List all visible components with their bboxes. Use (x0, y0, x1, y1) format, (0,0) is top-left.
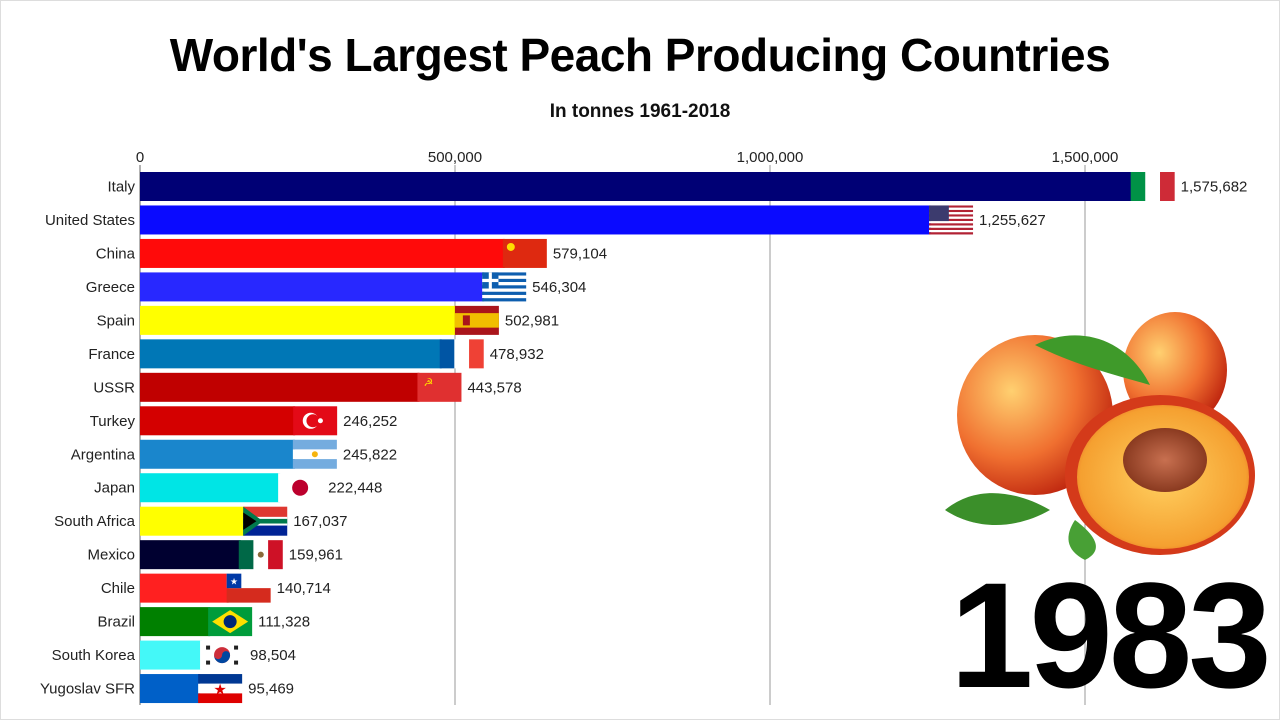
x-tick-label: 0 (136, 149, 144, 166)
bar-category-label: United States (45, 212, 135, 229)
bar-value-label: 1,255,627 (979, 212, 1046, 229)
bar-category-label: Brazil (97, 614, 135, 631)
bar-category-label: Yugoslav SFR (40, 681, 135, 698)
argentina-flag-icon (292, 439, 337, 469)
bar-value-label: 579,104 (553, 245, 607, 262)
svg-text:☭: ☭ (423, 377, 433, 389)
spain-flag-icon (454, 305, 499, 335)
south-africa-flag-icon (243, 506, 288, 536)
x-tick-label: 500,000 (428, 149, 482, 166)
bar-row: Turkey 246,252 (90, 406, 397, 436)
bar-row: South Africa 167,037 (54, 506, 347, 536)
bar-value-label: 546,304 (532, 279, 586, 296)
japan-flag-icon (278, 473, 323, 503)
yugoslavia-flag-icon: ★ (198, 674, 243, 704)
bar-value-label: 222,448 (328, 480, 382, 497)
bar-row: Italy 1,575,682 (107, 172, 1247, 201)
bar-value-label: 246,252 (343, 413, 397, 430)
bar-row: Chile ★ 140,714 (101, 573, 331, 603)
bar-row: Yugoslav SFR ★ 95,469 (40, 674, 294, 704)
bar-category-label: Argentina (71, 446, 136, 463)
italy-flag-icon (1130, 172, 1175, 201)
bar (140, 406, 296, 436)
bar (140, 339, 442, 369)
mexico-flag-icon (238, 540, 283, 570)
bar (140, 238, 505, 268)
bar-value-label: 502,981 (505, 312, 559, 329)
bar-category-label: South Korea (52, 647, 136, 664)
ussr-flag-icon: ☭ (417, 372, 462, 402)
usa-flag-icon (929, 205, 974, 235)
bar-value-label: 98,504 (250, 647, 296, 664)
bar-category-label: USSR (93, 379, 135, 396)
bar-value-label: 1,575,682 (1181, 179, 1248, 196)
bar-value-label: 167,037 (293, 513, 347, 530)
bar (140, 473, 281, 503)
bar-row: Mexico 159,961 (87, 540, 343, 570)
bar-row: Greece 546,304 (86, 272, 586, 302)
bar-row: South Korea 98,504 (52, 640, 296, 670)
bar-row: Japan 222,448 (94, 473, 382, 503)
x-tick-label: 1,000,000 (737, 149, 804, 166)
bar-category-label: Turkey (90, 413, 136, 430)
bar (140, 674, 201, 704)
bar (140, 205, 932, 235)
bar-category-label: Spain (97, 312, 135, 329)
bar-value-label: 443,578 (467, 379, 521, 396)
bar-row: USSR ☭ 443,578 (93, 372, 522, 402)
bar (140, 607, 211, 637)
x-tick-label: 1,500,000 (1052, 149, 1119, 166)
bar (140, 640, 203, 670)
bar (140, 439, 295, 469)
bar-category-label: China (96, 245, 136, 262)
bar (140, 573, 229, 603)
bar-value-label: 140,714 (277, 580, 331, 597)
bar-category-label: Mexico (87, 547, 135, 564)
bar-row: Argentina 245,822 (71, 439, 397, 469)
svg-text:★: ★ (230, 577, 238, 587)
turkey-flag-icon (293, 406, 338, 436)
bar-value-label: 95,469 (248, 681, 294, 698)
bar-category-label: Greece (86, 279, 135, 296)
bar-value-label: 111,328 (258, 614, 310, 631)
chile-flag-icon: ★ (226, 573, 271, 603)
south-korea-flag-icon (200, 640, 245, 670)
bar-row: United States 1,255,627 (45, 205, 1046, 235)
peach-image (945, 312, 1255, 560)
svg-text:★: ★ (213, 682, 226, 699)
bar-value-label: 245,822 (343, 446, 397, 463)
bar-category-label: Italy (107, 179, 135, 196)
bar (140, 372, 420, 402)
bar (140, 305, 457, 335)
bar (140, 506, 246, 536)
bar-category-label: South Africa (54, 513, 136, 530)
chart-title: World's Largest Peach Producing Countrie… (169, 29, 1111, 81)
bar (140, 272, 485, 302)
china-flag-icon (502, 238, 547, 268)
france-flag-icon (439, 339, 484, 369)
bar-category-label: Japan (94, 480, 135, 497)
brazil-flag-icon (208, 607, 253, 637)
chart-subtitle: In tonnes 1961-2018 (549, 101, 731, 122)
bar-row: Spain 502,981 (97, 305, 559, 335)
bar-row: China 579,104 (96, 238, 607, 268)
bar-category-label: France (88, 346, 135, 363)
bar-value-label: 159,961 (289, 547, 343, 564)
greece-flag-icon (482, 272, 527, 302)
year-label: 1983 (950, 551, 1272, 719)
bar-value-label: 478,932 (490, 346, 544, 363)
bar-category-label: Chile (101, 580, 135, 597)
bar-row: France 478,932 (88, 339, 544, 369)
bar (140, 172, 1133, 201)
bar (140, 540, 241, 570)
bar-row: Brazil 111,328 (97, 607, 310, 637)
